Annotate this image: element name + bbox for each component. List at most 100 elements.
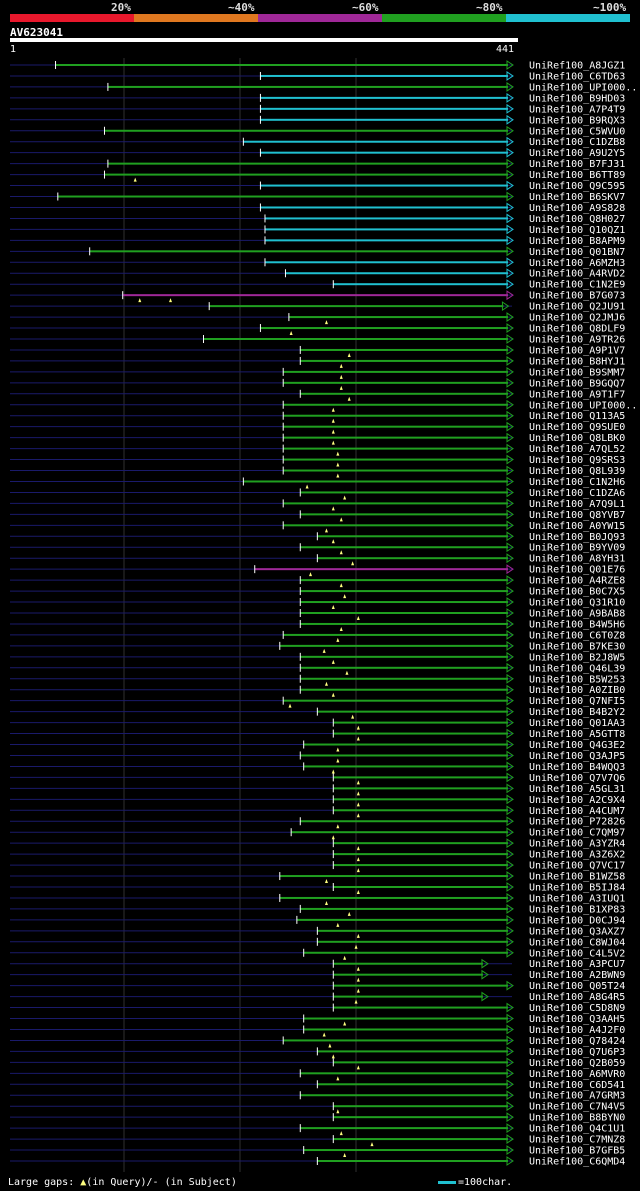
hit-end-arrow [506,1068,514,1079]
hit-label: UniRef100_Q01BN7 [529,247,625,258]
hit-row: UniRef100_B9GQQ7 [10,377,625,390]
query-gap-marker [356,988,360,993]
hit-end-arrow [506,103,514,114]
hit-row: UniRef100_C5WVU0 [10,125,625,137]
hit-label: UniRef100_B1XP83 [529,904,625,915]
hit-aligned-segment [283,633,508,636]
hit-row: UniRef100_C7N4V5 [10,1101,625,1114]
hit-label: UniRef100_C1DZB8 [529,137,625,148]
hit-label: UniRef100_D0CJ94 [529,915,625,926]
hit-label: UniRef100_Q7VC17 [529,861,625,872]
query-gap-marker [351,561,355,566]
hit-aligned-segment [300,590,508,593]
query-gap-marker [331,605,335,610]
hit-aligned-segment [317,940,508,943]
hit-aligned-segment [333,853,508,856]
hit-aligned-segment [300,546,508,549]
hit-aligned-segment [303,1028,508,1031]
query-gap-marker [331,692,335,697]
hit-row: UniRef100_Q01E76 [10,564,625,577]
hit-label: UniRef100_A5GL31 [529,784,625,795]
hit-label: UniRef100_Q8YVB7 [529,510,625,521]
hit-row: UniRef100_P72826 [10,816,625,829]
hit-row: UniRef100_Q8LBK0 [10,432,625,445]
hit-aligned-segment [260,327,508,330]
hit-label: UniRef100_A6MZH3 [529,258,625,269]
hit-end-arrow [506,1035,514,1046]
hit-label: UniRef100_C8WJ04 [529,937,625,948]
hit-row: UniRef100_B5IJ84 [10,882,625,894]
hit-end-arrow [506,1134,514,1145]
hit-row: UniRef100_Q3AAH5 [10,1013,625,1026]
hit-label: UniRef100_A9BAB8 [529,609,625,620]
hit-label: UniRef100_A4RZE8 [529,576,625,587]
hit-row: UniRef100_A3IUQ1 [10,893,625,905]
hit-aligned-segment [260,151,508,154]
hit-aligned-segment [333,787,508,790]
hit-label: UniRef100_B5W253 [529,674,625,685]
hit-aligned-segment [333,1116,508,1119]
hit-row: UniRef100_A3PCU7 [10,958,625,971]
hit-aligned-segment [283,699,508,702]
hit-end-arrow [506,849,514,860]
hit-row: UniRef100_A9TR26 [10,334,625,346]
hit-aligned-segment [209,305,504,308]
hit-label: UniRef100_A0YW15 [529,521,625,532]
legend-label: 20% [111,1,131,14]
hit-row: UniRef100_Q9SRS3 [10,454,625,467]
hit-aligned-segment [283,469,508,472]
hit-end-arrow [506,454,514,465]
hit-end-arrow [506,1123,514,1134]
hit-label: UniRef100_A4RVD2 [529,269,625,280]
hit-aligned-segment [104,129,509,132]
hit-row: UniRef100_A8YH31 [10,553,625,566]
hit-end-arrow [506,158,514,169]
hit-aligned-segment [333,962,483,965]
query-end-tick: 441 [496,44,515,55]
hit-aligned-segment [264,217,508,220]
hit-row: UniRef100_B6TT89 [10,169,625,182]
hit-row: UniRef100_Q31R10 [10,597,625,610]
hit-end-arrow [506,1046,514,1057]
hit-row: UniRef100_A3Z6X2 [10,849,625,862]
query-gap-marker [343,1021,347,1026]
hit-aligned-segment [333,732,508,735]
hit-label: UniRef100_Q05T24 [529,981,625,992]
query-gap-marker [324,528,328,533]
hit-row: UniRef100_B8HYJ1 [10,355,625,368]
hit-row: UniRef100_C6TD63 [10,71,625,82]
hit-aligned-segment [300,1094,508,1097]
query-gap-marker [336,637,340,642]
hit-row: UniRef100_Q2JU91 [10,301,625,313]
hit-row: UniRef100_Q4C1U1 [10,1123,625,1136]
hit-end-arrow [506,860,514,871]
hit-label: UniRef100_C7QM97 [529,828,625,839]
query-gap-marker [331,418,335,423]
hit-row: UniRef100_C6QMD4 [10,1156,625,1168]
hit-aligned-segment [288,316,508,319]
hit-end-arrow [506,640,514,651]
hit-end-arrow [506,246,514,257]
hit-label: UniRef100_Q7V7Q6 [529,773,625,784]
hit-end-arrow [506,191,514,202]
hit-aligned-segment [264,261,508,264]
query-gap-marker [133,177,137,182]
hit-row: UniRef100_Q7NFI5 [10,695,625,708]
hit-end-arrow [506,750,514,761]
hit-label: UniRef100_B7GFB5 [529,1146,625,1157]
hit-aligned-segment [296,918,508,921]
hit-label: UniRef100_Q78424 [529,1036,625,1047]
hit-label: UniRef100_A2BWN9 [529,970,625,981]
query-gap-marker [339,626,343,631]
query-gap-marker [356,1065,360,1070]
hit-end-arrow [506,553,514,564]
hit-label: UniRef100_Q2JMJ6 [529,313,625,324]
hit-row: UniRef100_B6SKV7 [10,191,625,203]
hit-label: UniRef100_A4J2F0 [529,1025,625,1036]
query-gap-marker [336,922,340,927]
hit-label: UniRef100_Q7U6P3 [529,1047,625,1058]
hit-row: UniRef100_D0CJ94 [10,914,625,927]
hit-end-arrow [506,60,514,70]
hit-aligned-segment [317,557,508,560]
footer-legend: Large gaps: ▲(in Query)/- (in Subject) [8,1177,237,1188]
